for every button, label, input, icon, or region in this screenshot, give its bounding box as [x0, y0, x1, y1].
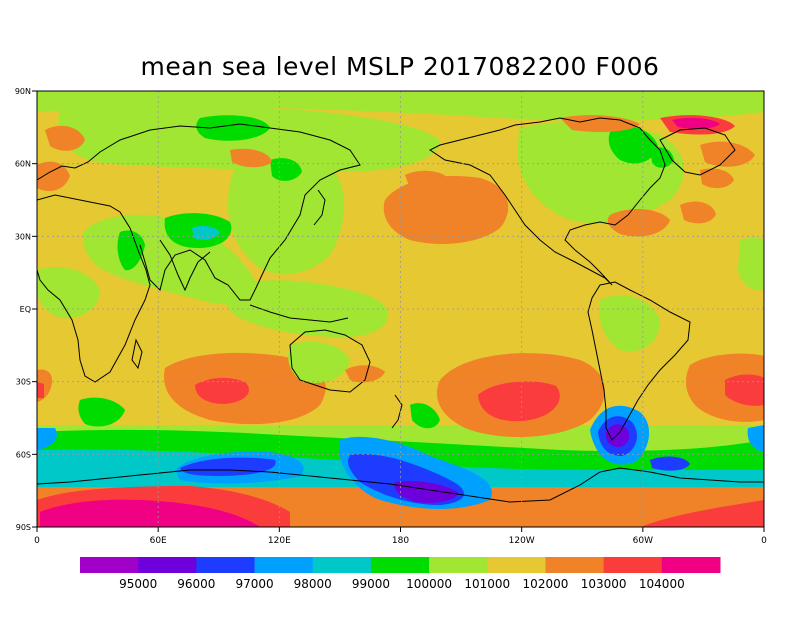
- coastline-indonesia: [249, 304, 349, 323]
- east-atlantic-light-green: [738, 237, 764, 291]
- x-tick-label: 60E: [150, 536, 167, 546]
- south-atlantic-high-orange: [685, 353, 764, 422]
- y-tick-label: EQ: [20, 305, 31, 314]
- colorbar-swatch: [80, 557, 139, 573]
- colorbar-swatch: [138, 557, 197, 573]
- colorbar-label: 100000: [406, 577, 452, 591]
- low-150W-purple: [394, 480, 458, 503]
- x-tick-label: 60W: [633, 536, 653, 546]
- south-australia-high: [345, 365, 385, 383]
- green-patch-nz: [410, 403, 440, 429]
- colorbar-swatch: [370, 557, 430, 573]
- colorbar-label: 95000: [119, 577, 157, 591]
- south-indian-high-red: [195, 377, 249, 404]
- grid-lines: [37, 91, 764, 527]
- y-tick-label: 60N: [15, 160, 31, 169]
- low-east-cyan: [747, 425, 764, 452]
- colorbar-label: 99000: [352, 577, 390, 591]
- greenland-orange: [700, 141, 755, 167]
- x-tick-label: 180: [392, 536, 409, 546]
- south-atlantic-high-red: [725, 374, 764, 406]
- europe-orange: [37, 161, 70, 192]
- colorbar: 95000 96000 97000 98000 99000 100000 101000 102…: [80, 557, 721, 591]
- green-patch-south-africa: [78, 397, 125, 427]
- x-tick-label: 0: [761, 536, 767, 546]
- colorbar-swatch: [312, 557, 372, 573]
- coastline-india: [159, 239, 211, 292]
- coastline-australia: [289, 329, 371, 393]
- coastline-north-america: [429, 117, 666, 286]
- arctic-light-green: [37, 91, 764, 121]
- coastline-new-zealand: [391, 394, 403, 429]
- south-pacific-high-red: [478, 381, 560, 422]
- colorbar-label: 98000: [294, 577, 332, 591]
- colorbar-label: 102000: [523, 577, 569, 591]
- coastline-madagascar: [131, 338, 143, 370]
- arctic-magenta-east: [672, 117, 720, 129]
- y-tick-label: 90N: [15, 87, 31, 96]
- antarctic-red-high-east: [640, 500, 764, 527]
- x-tick-label: 0: [34, 536, 40, 546]
- coastline-south-america: [587, 281, 691, 441]
- chart-title: mean sea level MSLP 2017082200 F006: [140, 52, 660, 81]
- colorbar-swatch: [603, 557, 663, 573]
- siberia-green-1: [196, 115, 270, 141]
- x-axis: 0 60E 120E 180 120W 60W 0: [34, 527, 767, 546]
- y-tick-label: 30N: [15, 232, 31, 241]
- antarctic-magenta-high: [40, 499, 260, 527]
- pressure-field-map: [37, 91, 764, 527]
- tropical-light-green-indonesia: [225, 280, 389, 338]
- arctic-orange-3: [560, 115, 640, 132]
- arctic-orange-1: [45, 125, 85, 151]
- coastline-antarctica: [37, 467, 764, 503]
- west-africa-light-green: [37, 266, 100, 319]
- south-west-red-edge: [37, 382, 44, 398]
- coastline-greenland: [659, 127, 736, 176]
- colorbar-swatch: [254, 557, 314, 573]
- colorbar-label: 104000: [639, 577, 685, 591]
- colorbar-swatch: [196, 557, 256, 573]
- arctic-orange-2: [230, 148, 272, 168]
- arabia-green: [117, 230, 145, 271]
- drake-low-purple: [605, 424, 630, 448]
- y-axis: 90N 60N 30N EQ 30S 60S 90S: [15, 87, 37, 532]
- coastline-eurasia: [37, 123, 361, 301]
- colorbar-label: 101000: [464, 577, 510, 591]
- coastline-africa: [37, 194, 151, 383]
- colorbar-label: 96000: [177, 577, 215, 591]
- colorbar-swatch: [487, 557, 546, 573]
- low-near-60W-blue: [650, 456, 690, 471]
- north-atlantic-high-east: [680, 201, 716, 224]
- north-pacific-high-core: [405, 170, 448, 190]
- north-pacific-high-orange: [383, 176, 509, 244]
- colorbar-label: 103000: [581, 577, 627, 591]
- x-tick-label: 120E: [268, 536, 291, 546]
- y-tick-label: 30S: [16, 378, 31, 387]
- colorbar-label: 97000: [235, 577, 273, 591]
- coastline-japan: [313, 189, 326, 226]
- colorbar-swatch: [545, 557, 605, 573]
- colorbar-swatch: [661, 557, 721, 573]
- x-tick-label: 120W: [509, 536, 535, 546]
- australia-light-green: [288, 341, 350, 384]
- south-america-light-green: [598, 295, 660, 352]
- coastlines: [37, 117, 764, 503]
- north-atlantic-high-orange: [607, 208, 670, 237]
- y-tick-label: 90S: [16, 523, 31, 532]
- colorbar-swatch: [429, 557, 488, 573]
- eastern-orange: [700, 168, 734, 189]
- y-tick-label: 60S: [16, 450, 31, 459]
- low-0-cyan: [37, 428, 57, 450]
